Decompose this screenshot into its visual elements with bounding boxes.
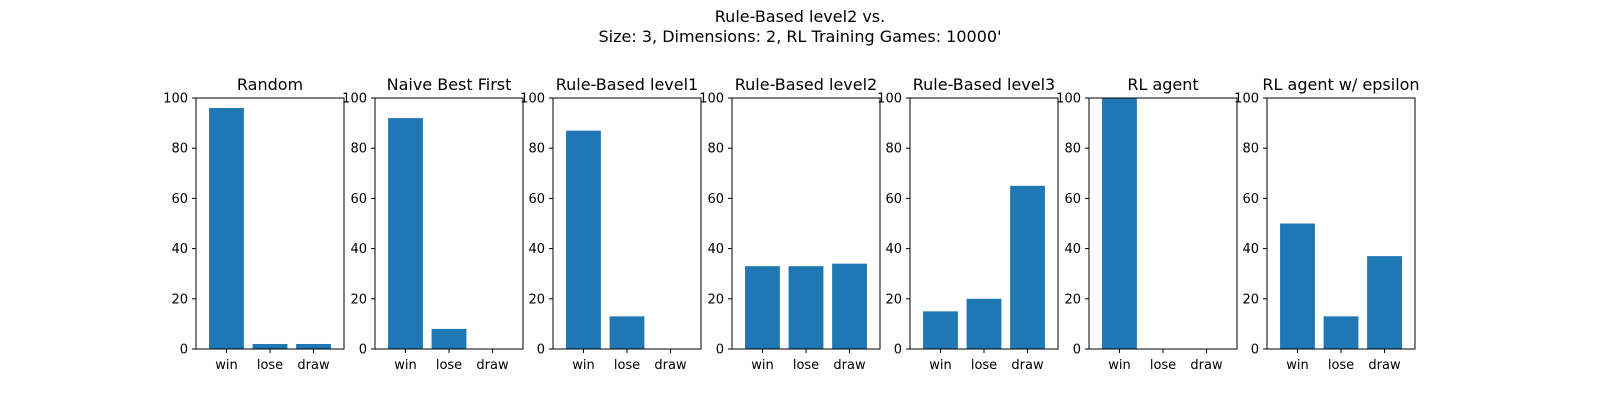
figure-title-line2: Size: 3, Dimensions: 2, RL Training Game…: [599, 27, 1002, 46]
y-tick-label: 20: [350, 292, 367, 307]
y-tick-label: 0: [1073, 343, 1081, 358]
x-tick-label: draw: [1368, 358, 1401, 373]
subplot-title: RL agent: [1127, 75, 1198, 94]
bar-win: [923, 311, 958, 349]
y-tick-label: 60: [885, 192, 902, 207]
y-tick-label: 0: [180, 343, 188, 358]
y-tick-label: 40: [1064, 242, 1081, 257]
y-tick-label: 80: [1242, 142, 1259, 157]
x-tick-label: win: [215, 358, 237, 373]
y-tick-label: 60: [1064, 192, 1081, 207]
bar-win: [388, 118, 423, 349]
x-tick-label: lose: [793, 358, 819, 373]
bar-draw: [296, 343, 331, 349]
figure-title-line1: Rule-Based level2 vs.: [715, 7, 885, 26]
bar-win: [209, 108, 244, 349]
subplot-1: Random 0 20 40 60 80 100 win lose draw: [163, 75, 345, 373]
y-tick-label: 20: [171, 292, 188, 307]
y-tick-label: 0: [716, 343, 724, 358]
y-tick-label: 60: [707, 192, 724, 207]
y-tick-label: 20: [885, 292, 902, 307]
bar-win: [1280, 223, 1315, 349]
x-tick-label: win: [929, 358, 951, 373]
y-tick-label: 60: [171, 192, 188, 207]
bar-lose: [1323, 316, 1359, 349]
x-tick-label: lose: [436, 358, 462, 373]
y-tick-label: 40: [171, 242, 188, 257]
y-tick-label: 20: [1242, 292, 1259, 307]
x-tick-label: win: [1286, 358, 1308, 373]
y-tick-label: 100: [1056, 92, 1081, 107]
y-tick-label: 80: [350, 142, 367, 157]
y-tick-label: 60: [528, 192, 545, 207]
y-tick-label: 100: [877, 92, 902, 107]
x-tick-label: draw: [654, 358, 687, 373]
subplot-6: RL agent 0 20 40 60 80 100 win lose draw: [1056, 75, 1238, 373]
bar-draw: [1367, 256, 1402, 349]
subplot-title: Rule-Based level2: [735, 75, 877, 94]
bar-lose: [609, 316, 645, 349]
subplot-5: Rule-Based level3 0 20 40 60 80 100 win lose draw: [877, 75, 1059, 373]
x-tick-label: lose: [1150, 358, 1176, 373]
subplot-title: RL agent w/ epsilon: [1262, 75, 1419, 94]
bar-win: [566, 130, 601, 349]
y-tick-label: 80: [707, 142, 724, 157]
y-tick-label: 0: [359, 343, 367, 358]
bar-win: [745, 266, 780, 349]
y-tick-label: 60: [1242, 192, 1259, 207]
x-tick-label: win: [751, 358, 773, 373]
y-tick-label: 100: [699, 92, 724, 107]
y-tick-label: 40: [885, 242, 902, 257]
y-tick-label: 100: [342, 92, 367, 107]
subplot-title: Rule-Based level1: [556, 75, 698, 94]
subplot-3: Rule-Based level1 0 20 40 60 80 100 win lose draw: [520, 75, 702, 373]
bar-lose: [966, 298, 1002, 349]
y-tick-label: 80: [528, 142, 545, 157]
y-tick-label: 40: [707, 242, 724, 257]
x-tick-label: draw: [476, 358, 509, 373]
y-tick-label: 20: [707, 292, 724, 307]
y-tick-label: 40: [1242, 242, 1259, 257]
subplot-title: Rule-Based level3: [913, 75, 1055, 94]
x-tick-label: win: [572, 358, 594, 373]
bar-lose: [252, 343, 288, 349]
x-tick-label: win: [394, 358, 416, 373]
x-tick-label: lose: [971, 358, 997, 373]
y-tick-label: 20: [1064, 292, 1081, 307]
subplot-2: Naive Best First 0 20 40 60 80 100 win lose draw: [342, 75, 524, 373]
y-tick-label: 100: [1234, 92, 1259, 107]
bar-win: [1102, 98, 1137, 349]
x-tick-label: draw: [1190, 358, 1223, 373]
x-tick-label: lose: [1328, 358, 1354, 373]
y-tick-label: 80: [1064, 142, 1081, 157]
y-tick-label: 0: [1251, 343, 1259, 358]
y-tick-label: 100: [520, 92, 545, 107]
subplot-4: Rule-Based level2 0 20 40 60 80 100 win lose draw: [699, 75, 881, 373]
x-tick-label: draw: [1011, 358, 1044, 373]
y-tick-label: 0: [537, 343, 545, 358]
x-tick-label: lose: [257, 358, 283, 373]
y-tick-label: 80: [885, 142, 902, 157]
bar-lose: [788, 266, 824, 349]
bar-draw: [832, 263, 867, 349]
y-tick-label: 80: [171, 142, 188, 157]
subplot-title: Naive Best First: [387, 75, 512, 94]
x-tick-label: draw: [833, 358, 866, 373]
x-tick-label: lose: [614, 358, 640, 373]
bar-draw: [1010, 185, 1045, 349]
x-tick-label: draw: [297, 358, 330, 373]
y-tick-label: 40: [528, 242, 545, 257]
bar-lose: [431, 328, 467, 349]
y-tick-label: 0: [894, 343, 902, 358]
subplot-7: RL agent w/ epsilon 0 20 40 60 80 100 win lose dr…: [1234, 75, 1419, 373]
y-tick-label: 20: [528, 292, 545, 307]
y-tick-label: 100: [163, 92, 188, 107]
subplot-title: Random: [237, 75, 303, 94]
y-tick-label: 60: [350, 192, 367, 207]
y-tick-label: 40: [350, 242, 367, 257]
x-tick-label: win: [1108, 358, 1130, 373]
